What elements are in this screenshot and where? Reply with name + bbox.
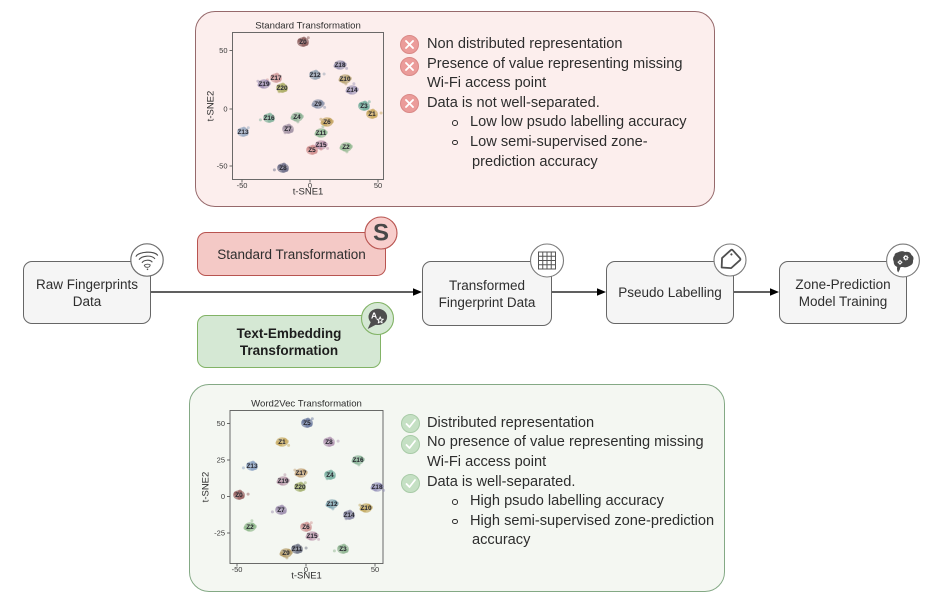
svg-text:Z11: Z11	[292, 546, 303, 553]
svg-text:t-SNE2: t-SNE2	[201, 472, 212, 503]
svg-text:50: 50	[374, 181, 382, 190]
svg-text:25: 25	[217, 456, 225, 465]
svg-text:Z15: Z15	[315, 142, 326, 149]
svg-text:Z4: Z4	[326, 472, 334, 479]
svg-text:Z13: Z13	[246, 463, 257, 470]
svg-text:Z9: Z9	[314, 101, 322, 108]
svg-text:Z8: Z8	[279, 165, 287, 172]
svg-text:-25: -25	[214, 529, 225, 538]
svg-text:0: 0	[223, 105, 227, 114]
svg-text:Z14: Z14	[343, 512, 354, 519]
svg-text:Standard Transformation: Standard Transformation	[255, 21, 361, 32]
svg-text:Z12: Z12	[309, 72, 320, 79]
svg-text:Z16: Z16	[352, 457, 363, 464]
svg-text:-50: -50	[232, 565, 243, 574]
svg-text:50: 50	[219, 46, 227, 55]
svg-text:Z4: Z4	[293, 114, 301, 121]
svg-text:S: S	[373, 219, 389, 246]
svg-text:Z19: Z19	[277, 478, 288, 485]
svg-text:-50: -50	[217, 162, 228, 171]
svg-text:Z2: Z2	[342, 144, 350, 151]
svg-text:0: 0	[308, 181, 312, 190]
svg-text:Z0: Z0	[299, 39, 307, 46]
svg-text:Z9: Z9	[282, 550, 290, 557]
svg-text:Z17: Z17	[270, 75, 281, 82]
svg-text:t-SNE2: t-SNE2	[206, 91, 217, 122]
svg-text:Z13: Z13	[237, 129, 248, 136]
svg-text:Z7: Z7	[284, 126, 292, 133]
svg-text:Z16: Z16	[263, 115, 274, 122]
svg-text:Z12: Z12	[326, 501, 337, 508]
svg-text:Z1: Z1	[278, 439, 286, 446]
svg-text:t-SNE1: t-SNE1	[291, 571, 322, 582]
svg-text:Z11: Z11	[316, 130, 327, 137]
svg-text:Z10: Z10	[360, 505, 371, 512]
svg-text:Z7: Z7	[277, 507, 285, 514]
svg-text:Z15: Z15	[306, 533, 317, 540]
svg-text:Z3: Z3	[360, 103, 368, 110]
svg-text:Z18: Z18	[334, 62, 345, 69]
svg-text:0: 0	[304, 565, 308, 574]
svg-text:50: 50	[371, 565, 379, 574]
svg-text:Z6: Z6	[323, 119, 331, 126]
svg-text:Z1: Z1	[368, 111, 376, 118]
svg-text:t-SNE1: t-SNE1	[293, 187, 324, 198]
svg-text:Z3: Z3	[339, 546, 347, 553]
svg-text:Z20: Z20	[294, 484, 305, 491]
svg-text:Z8: Z8	[325, 439, 333, 446]
svg-text:50: 50	[217, 419, 225, 428]
svg-text:Z20: Z20	[276, 85, 287, 92]
svg-text:Z0: Z0	[235, 492, 243, 499]
svg-text:Z14: Z14	[346, 87, 357, 94]
svg-text:Z6: Z6	[302, 524, 310, 531]
svg-text:Z2: Z2	[246, 524, 254, 531]
svg-text:-50: -50	[237, 181, 248, 190]
svg-text:Z18: Z18	[371, 484, 382, 491]
svg-text:Z5: Z5	[308, 147, 316, 154]
svg-text:Z5: Z5	[303, 420, 311, 427]
svg-text:0: 0	[221, 492, 225, 501]
svg-text:Z19: Z19	[258, 81, 269, 88]
svg-text:A: A	[371, 310, 377, 320]
svg-text:Z10: Z10	[339, 76, 350, 83]
svg-text:Word2Vec Transformation: Word2Vec Transformation	[251, 399, 362, 410]
svg-text:Z17: Z17	[295, 470, 306, 477]
